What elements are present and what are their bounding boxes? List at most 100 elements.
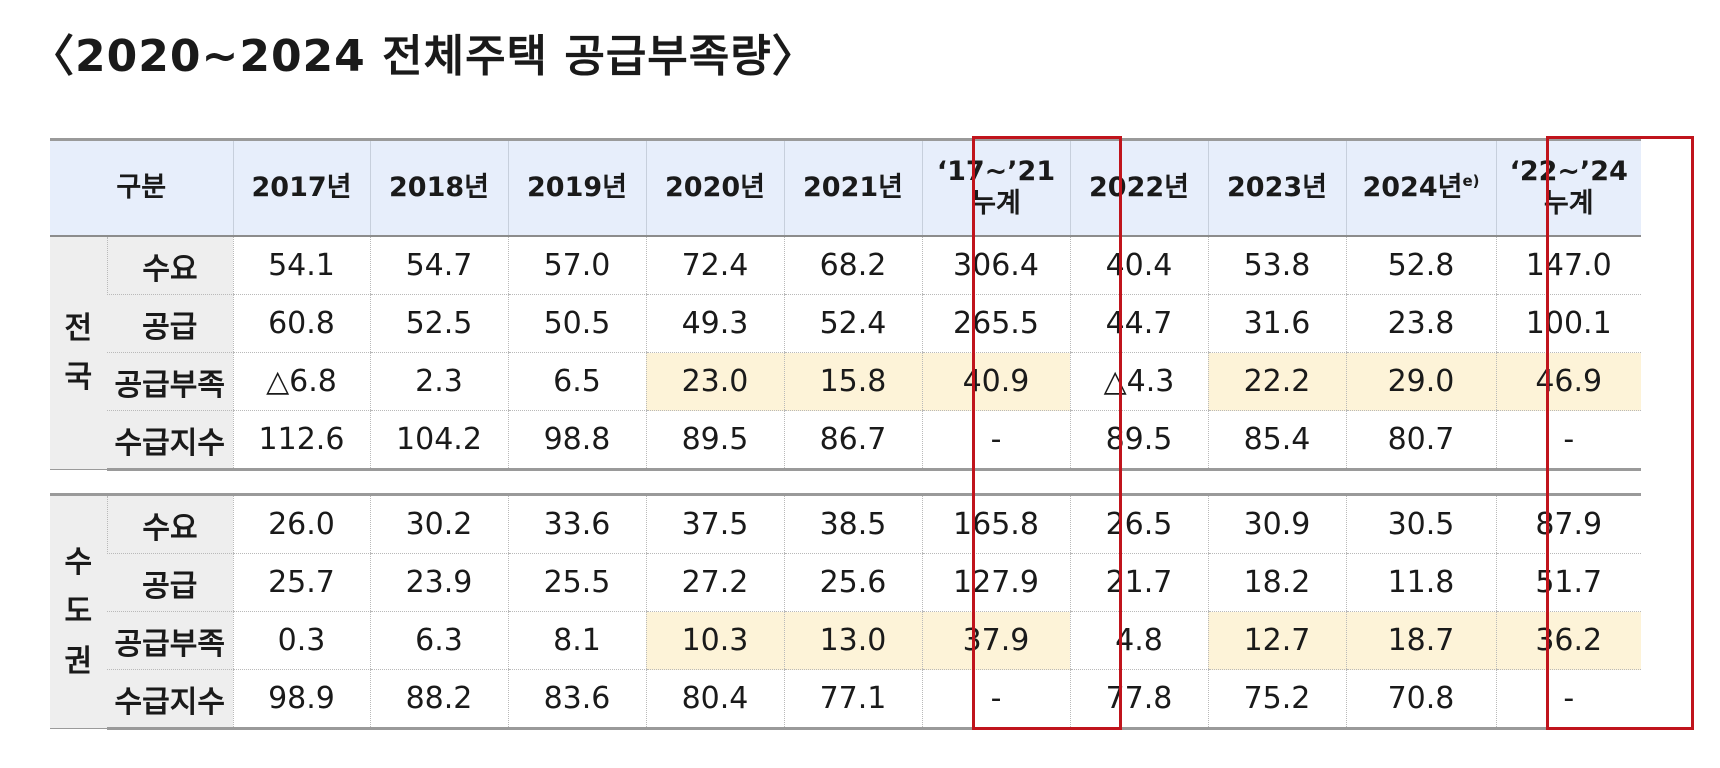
value-cell: 165.8	[921, 493, 1070, 554]
value-cell: 87.9	[1495, 493, 1641, 554]
value-cell: 72.4	[645, 236, 784, 295]
value-cell: 98.9	[232, 669, 370, 730]
value-cell: 49.3	[645, 294, 784, 353]
header-cum-2022-2024: ‘22~’24 누계	[1495, 138, 1641, 237]
spacer-cell	[50, 469, 1641, 495]
value-cell: 77.8	[1069, 669, 1208, 730]
value-cell: 104.2	[369, 410, 508, 471]
value-cell: 46.9	[1495, 352, 1641, 411]
value-cell: 26.5	[1069, 493, 1208, 554]
value-cell: 30.2	[369, 493, 508, 554]
value-cell: 147.0	[1495, 236, 1641, 295]
value-cell: 127.9	[921, 553, 1070, 612]
table-row: 수 도 권 수요 26.0 30.2 33.6 37.5 38.5 165.8 26.5 30.9…	[50, 493, 1641, 729]
value-cell: -	[921, 410, 1070, 471]
value-cell: 26.0	[232, 493, 370, 554]
header-2021: 2021년	[783, 138, 922, 237]
housing-shortage-table: 구분 2017년 2018년 2019년 2020년 2021년 ‘17~’21…	[50, 138, 1641, 730]
header-2023: 2023년	[1207, 138, 1346, 237]
table-row: 공급부족 △6.8 2.3 6.5 23.0 15.8 40.9 △4.3 22.2 29.0 46…	[50, 352, 1641, 411]
header-2024-label: 2024년	[1362, 172, 1463, 204]
table-row: 공급 60.8 52.5 50.5 49.3 52.4 265.5 44.7 31.6 23.8 1…	[50, 294, 1641, 353]
value-cell: 57.0	[507, 236, 646, 295]
value-cell: 18.2	[1207, 553, 1346, 612]
value-cell: 25.5	[507, 553, 646, 612]
value-cell: 86.7	[783, 410, 922, 471]
value-cell: 85.4	[1207, 410, 1346, 471]
value-cell: -	[921, 669, 1070, 730]
header-cum1-years: ‘17~’21	[936, 156, 1056, 188]
region-label: 전 국	[50, 236, 107, 470]
value-cell: 4.8	[1069, 611, 1208, 670]
value-cell: 52.4	[783, 294, 922, 353]
value-cell: 40.9	[921, 352, 1070, 411]
value-cell: 80.7	[1345, 410, 1496, 471]
value-cell: 54.7	[369, 236, 508, 295]
value-cell: 60.8	[232, 294, 370, 353]
value-cell: 23.0	[645, 352, 784, 411]
row-label: 공급	[107, 294, 233, 353]
row-label: 공급부족	[107, 352, 233, 411]
value-cell: 37.5	[645, 493, 784, 554]
value-cell: 6.5	[507, 352, 646, 411]
value-cell: 52.8	[1345, 236, 1496, 295]
value-cell: 40.4	[1069, 236, 1208, 295]
value-cell: 112.6	[232, 410, 370, 471]
row-label: 수급지수	[107, 410, 233, 471]
value-cell: 10.3	[645, 611, 784, 670]
value-cell: 83.6	[507, 669, 646, 730]
table-row: 수급지수 98.9 88.2 83.6 80.4 77.1-77.8 75.2 70.8-	[50, 669, 1641, 730]
value-cell: 33.6	[507, 493, 646, 554]
value-cell: 25.7	[232, 553, 370, 612]
page-title: 〈2020~2024 전체주택 공급부족량〉	[30, 31, 817, 82]
row-label: 수요	[106, 493, 233, 554]
header-2019: 2019년	[507, 138, 646, 237]
value-cell: 13.0	[783, 611, 922, 670]
value-cell: 12.7	[1207, 611, 1346, 670]
value-cell: 306.4	[921, 236, 1070, 295]
value-cell: △4.3	[1069, 352, 1208, 411]
table-row: 공급 25.7 23.9 25.5 27.2 25.6 127.9 21.7 18.2 11.8 5…	[50, 553, 1641, 612]
value-cell: 6.3	[369, 611, 508, 670]
value-cell: 53.8	[1207, 236, 1346, 295]
header-cum2-label: 누계	[1543, 188, 1594, 219]
value-cell: 8.1	[507, 611, 646, 670]
row-label: 공급	[107, 553, 233, 612]
value-cell: 50.5	[507, 294, 646, 353]
header-2017: 2017년	[232, 138, 370, 237]
value-cell: 51.7	[1495, 553, 1641, 612]
value-cell: 89.5	[645, 410, 784, 471]
region-label: 수 도 권	[50, 493, 107, 729]
value-cell: 75.2	[1207, 669, 1346, 730]
value-cell: -	[1495, 410, 1641, 471]
value-cell: 70.8	[1345, 669, 1496, 730]
value-cell: 77.1	[783, 669, 922, 730]
value-cell: 11.8	[1345, 553, 1496, 612]
value-cell: 22.2	[1207, 352, 1346, 411]
value-cell: -	[1495, 669, 1641, 730]
header-2022: 2022년	[1069, 138, 1208, 237]
value-cell: 2.3	[369, 352, 508, 411]
header-cum2-years: ‘22~’24	[1509, 156, 1628, 188]
value-cell: 265.5	[921, 294, 1070, 353]
value-cell: 31.6	[1207, 294, 1346, 353]
header-2020: 2020년	[645, 138, 784, 237]
value-cell: 25.6	[783, 553, 922, 612]
header-category: 구분	[50, 138, 233, 237]
header-2024: 2024년e)	[1345, 138, 1496, 237]
value-cell: 44.7	[1069, 294, 1208, 353]
value-cell: 80.4	[645, 669, 784, 730]
header-cum1-label: 누계	[971, 188, 1021, 219]
value-cell: △6.8	[232, 352, 370, 411]
value-cell: 100.1	[1495, 294, 1641, 353]
table-row: 전 국 수요 54.1 54.7 57.0 72.4 68.2 306.4 40.4 53.8 52…	[50, 236, 1641, 470]
value-cell: 37.9	[921, 611, 1070, 670]
value-cell: 89.5	[1069, 410, 1208, 471]
value-cell: 23.8	[1345, 294, 1496, 353]
header-2018: 2018년	[369, 138, 508, 237]
value-cell: 38.5	[783, 493, 922, 554]
value-cell: 0.3	[232, 611, 370, 670]
value-cell: 29.0	[1345, 352, 1496, 411]
header-row: 구분 2017년 2018년 2019년 2020년 2021년 ‘17~’21…	[50, 138, 1641, 237]
value-cell: 68.2	[783, 236, 922, 295]
